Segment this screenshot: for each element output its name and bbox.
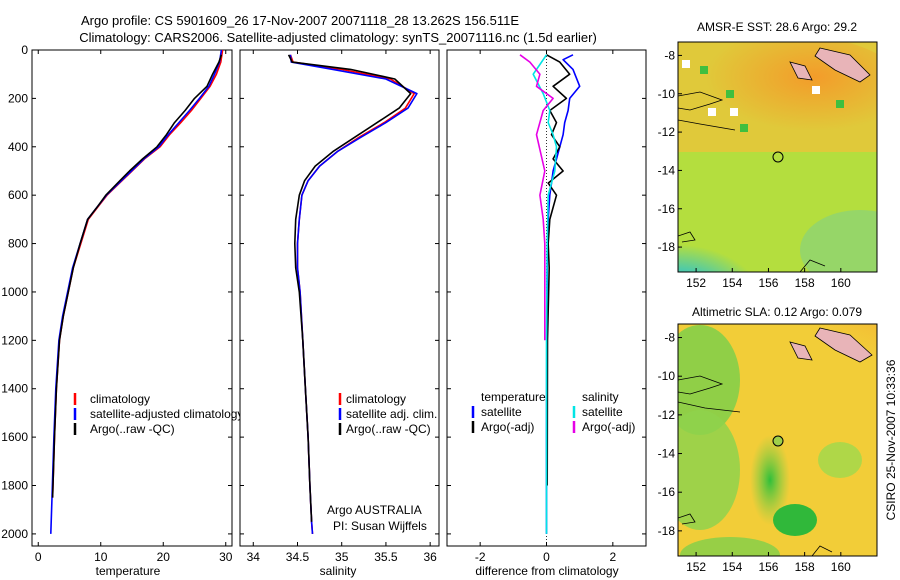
sla-map-ticks: 152 154 156 158 160 -8 -10 -12 -14 -16 -18	[658, 331, 851, 574]
salinity-panel: 34 34.5 35 35.5 36 salinity climatology sate…	[239, 49, 440, 578]
legend-label-satellite-adjusted: satellite-adjusted climatology	[90, 407, 243, 421]
figure-title-line-1: Argo profile: CS 5901609_26 17-Nov-2007 …	[81, 13, 519, 28]
map-y-tick-label: -16	[658, 202, 676, 216]
salinity-plot-frame	[239, 49, 440, 547]
map-y-tick-label: -12	[658, 408, 676, 422]
map-x-tick-label: 152	[686, 560, 706, 574]
x-tick-label: 36	[423, 550, 437, 564]
series-line-salinity-argo-adj-	[519, 54, 554, 341]
x-tick-label: 35.5	[374, 550, 398, 564]
series-line-argo-raw-qc-	[51, 54, 223, 498]
legend-label-argo: Argo(..raw -QC)	[90, 422, 175, 436]
annotation-pi-name: PI: Susan Wijffels	[333, 519, 427, 533]
map-x-tick-label: 160	[831, 560, 851, 574]
salinity-legend: climatology satellite adj. clim. Argo(..…	[338, 392, 437, 436]
difference-ticks: -2 0 2	[447, 49, 646, 564]
salinity-x-axis-label: salinity	[320, 564, 357, 578]
salinity-lines	[287, 54, 418, 534]
temperature-plot-frame	[31, 49, 233, 547]
difference-legend: temperature satellite Argo(-adj) salinit…	[471, 390, 635, 434]
map-y-tick-label: -14	[658, 163, 676, 177]
map-y-tick-label: -8	[664, 331, 675, 345]
sst-map-frame	[677, 41, 878, 273]
map-x-tick-label: 154	[722, 560, 742, 574]
legend-group-temperature: temperature	[481, 390, 546, 404]
legend-label-climatology: climatology	[90, 392, 150, 406]
annotation-argo-australia: Argo AUSTRALIA	[327, 503, 422, 517]
map-x-tick-label: 158	[795, 276, 815, 290]
series-line-salinity-satellite	[532, 54, 558, 534]
legend-label-sal-argo: Argo(-adj)	[582, 420, 635, 434]
map-x-tick-label: 154	[722, 276, 742, 290]
map-y-tick-label: -16	[658, 485, 676, 499]
temperature-lines	[50, 49, 224, 534]
map-y-tick-label: -10	[658, 87, 676, 101]
legend-label-satellite-adj: satellite adj. clim.	[346, 407, 437, 421]
sst-map-ticks: 152 154 156 158 160 -8 -10 -12 -14 -16 -18	[658, 48, 851, 290]
legend-label-argo: Argo(..raw -QC)	[346, 422, 431, 436]
temperature-ticks: 0 10 20 30 0 200 400 600 800 1000 1200 1400 1600 1800…	[1, 43, 232, 564]
map-x-tick-label: 158	[795, 560, 815, 574]
legend-label-temp-argo: Argo(-adj)	[481, 420, 534, 434]
x-tick-label: -2	[475, 550, 486, 564]
map-x-tick-label: 156	[758, 560, 778, 574]
y-tick-label: 2000	[1, 527, 28, 541]
map-x-tick-label: 160	[831, 276, 851, 290]
sla-map-frame	[677, 323, 878, 557]
temperature-panel: 0 10 20 30 0 200 400 600 800 1000 1200 1400 1600 1800…	[1, 43, 243, 578]
x-tick-label: 34	[247, 550, 261, 564]
map-y-tick-label: -14	[658, 447, 676, 461]
map-y-tick-label: -18	[658, 240, 676, 254]
y-tick-label: 0	[21, 43, 28, 57]
y-tick-label: 400	[8, 140, 28, 154]
y-tick-label: 600	[8, 188, 28, 202]
y-tick-label: 1600	[1, 430, 28, 444]
y-tick-label: 1800	[1, 479, 28, 493]
difference-lines	[519, 54, 581, 534]
difference-x-axis-label: difference from climatology	[475, 564, 618, 578]
sst-map-title: AMSR-E SST: 28.6 Argo: 29.2	[697, 20, 857, 34]
map-y-tick-label: -12	[658, 125, 676, 139]
map-y-tick-label: -10	[658, 369, 676, 383]
salinity-ticks: 34 34.5 35 35.5 36	[240, 49, 439, 564]
sst-map-panel: AMSR-E SST: 28.6 Argo: 29.2 1	[658, 20, 878, 290]
y-tick-label: 1400	[1, 382, 28, 396]
x-tick-label: 0	[35, 550, 42, 564]
legend-label-temp-satellite: satellite	[481, 405, 522, 419]
sla-map-argo-marker	[772, 435, 784, 447]
legend-label-climatology: climatology	[346, 392, 406, 406]
map-y-tick-label: -18	[658, 524, 676, 538]
legend-label-sal-satellite: satellite	[582, 405, 623, 419]
sst-map-argo-marker	[772, 151, 784, 163]
x-tick-label: 35	[335, 550, 349, 564]
y-tick-label: 1000	[1, 285, 28, 299]
x-tick-label: 30	[219, 550, 233, 564]
map-x-tick-label: 152	[686, 276, 706, 290]
map-y-tick-label: -8	[664, 48, 675, 62]
y-tick-label: 1200	[1, 333, 28, 347]
x-tick-label: 20	[157, 550, 171, 564]
legend-group-salinity: salinity	[582, 390, 619, 404]
x-tick-label: 10	[94, 550, 108, 564]
figure-title-line-2: Climatology: CARS2006. Satellite-adjuste…	[79, 30, 597, 45]
map-x-tick-label: 156	[758, 276, 778, 290]
difference-panel: -2 0 2 difference from climatology tempera…	[446, 49, 647, 578]
series-line-argo-raw-qc-	[287, 54, 412, 522]
sla-map-title: Altimetric SLA: 0.12 Argo: 0.079	[692, 305, 862, 319]
x-tick-label: 34.5	[286, 550, 310, 564]
side-timestamp-label: CSIRO 25-Nov-2007 10:33:36	[884, 359, 898, 520]
sst-map-field	[678, 42, 877, 272]
x-tick-label: 2	[609, 550, 616, 564]
temperature-legend: climatology satellite-adjusted climatolo…	[73, 392, 243, 436]
temperature-x-axis-label: temperature	[96, 564, 161, 578]
sla-map-panel: Altimetric SLA: 0.12 Argo: 0.079 152 154 1…	[658, 305, 878, 574]
y-tick-label: 200	[8, 91, 28, 105]
y-tick-label: 800	[8, 237, 28, 251]
x-tick-label: 0	[543, 550, 550, 564]
